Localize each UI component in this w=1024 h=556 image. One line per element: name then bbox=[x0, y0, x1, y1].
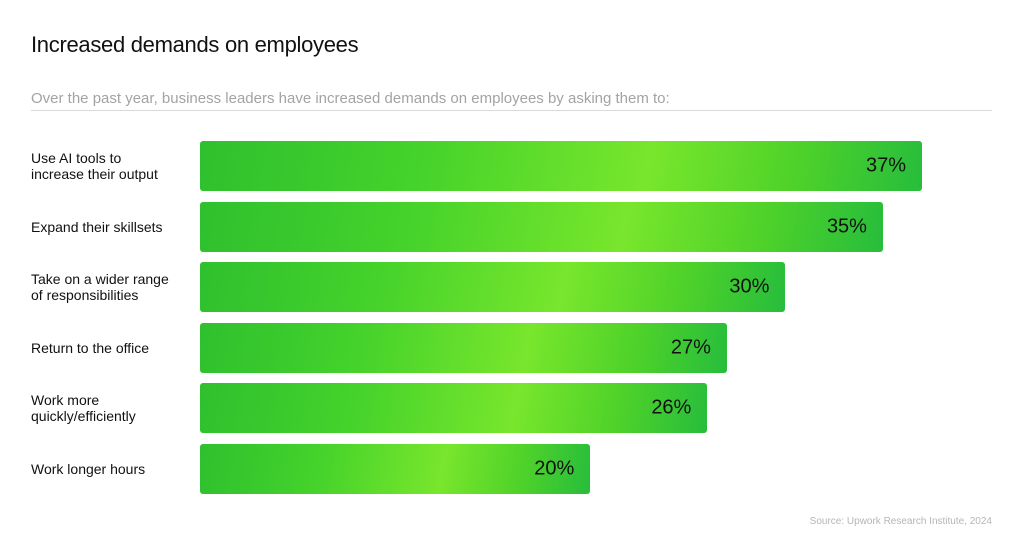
source-note: Source: Upwork Research Institute, 2024 bbox=[809, 516, 992, 527]
chart-title: Increased demands on employees bbox=[31, 32, 359, 57]
bar bbox=[200, 383, 708, 434]
category-label: Return to the office bbox=[31, 339, 150, 356]
bar bbox=[200, 444, 591, 494]
category-label: Work longer hours bbox=[31, 461, 146, 477]
bar bbox=[200, 201, 883, 252]
category-label: Work more quickly/efficiently bbox=[31, 392, 136, 425]
bar-value-label: 35% bbox=[826, 215, 867, 238]
bar bbox=[200, 322, 727, 373]
bar-value-label: 26% bbox=[651, 396, 692, 419]
category-label: Take on a wider range of responsibilities bbox=[31, 271, 169, 304]
category-label: Expand their skillsets bbox=[31, 218, 163, 235]
bar-value-label: 27% bbox=[670, 336, 711, 359]
header-divider bbox=[31, 110, 992, 111]
bar bbox=[200, 262, 786, 313]
bar-value-label: 37% bbox=[865, 154, 906, 177]
bar-value-label: 20% bbox=[534, 457, 575, 480]
bar bbox=[200, 141, 922, 191]
chart-subtitle: Over the past year, business leaders hav… bbox=[31, 90, 670, 107]
category-label: Use AI tools to increase their output bbox=[31, 150, 158, 182]
bar-value-label: 30% bbox=[729, 275, 770, 298]
